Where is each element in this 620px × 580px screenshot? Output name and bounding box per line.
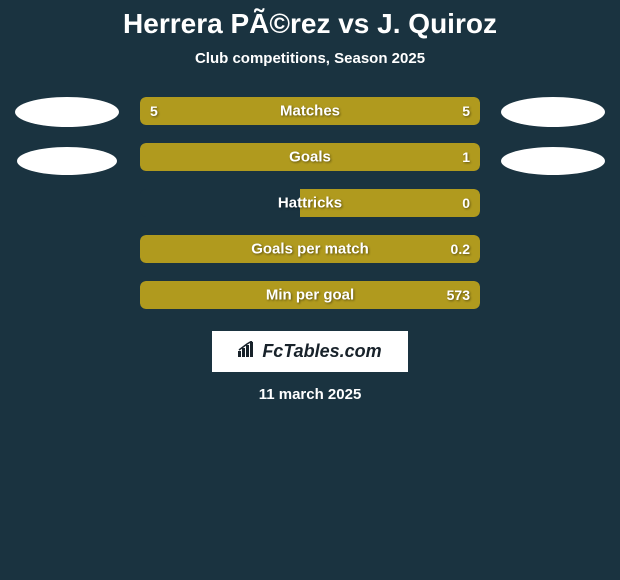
chart-icon [238,341,258,362]
stat-value-left: 5 [150,103,158,119]
stat-bar-label: Matches [280,103,340,120]
player-marker-right [501,147,605,175]
stat-value-right: 573 [447,287,470,303]
stat-value-right: 1 [462,149,470,165]
brand-badge[interactable]: FcTables.com [212,331,407,372]
right-player-column [498,97,608,175]
left-player-column [12,97,122,175]
stat-bar-label: Hattricks [278,195,342,212]
comparison-row: Matches 5 5 Goals 1 Hattricks 0 Goals per match… [0,97,620,309]
stat-value-right: 5 [462,103,470,119]
stat-value-right: 0 [462,195,470,211]
stat-bar-label: Goals [289,149,331,166]
stat-bar-label: Min per goal [266,287,354,304]
player-marker-right [501,97,605,127]
player-marker-left [17,147,117,175]
stat-bar-label: Goals per match [251,241,369,258]
stat-bars: Matches 5 5 Goals 1 Hattricks 0 Goals per match… [140,97,480,309]
date-label: 11 march 2025 [259,386,362,403]
player-marker-left [15,97,119,127]
page-title: Herrera PÃ©rez vs J. Quiroz [123,8,497,40]
stat-bar: Min per goal 573 [140,281,480,309]
stat-bar: Goals per match 0.2 [140,235,480,263]
stat-bar: Hattricks 0 [140,189,480,217]
stat-bar: Goals 1 [140,143,480,171]
stats-comparison-card: Herrera PÃ©rez vs J. Quiroz Club competi… [0,0,620,403]
page-subtitle: Club competitions, Season 2025 [195,50,425,67]
stat-value-right: 0.2 [451,241,470,257]
stat-bar: Matches 5 5 [140,97,480,125]
brand-text: FcTables.com [262,341,381,362]
